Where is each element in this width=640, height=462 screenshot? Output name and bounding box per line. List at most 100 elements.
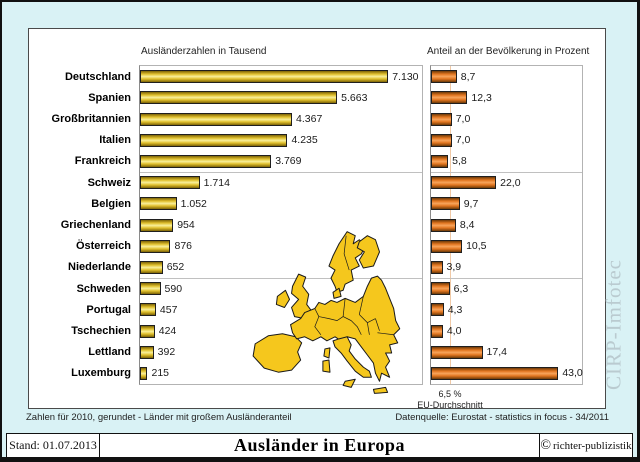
country-label: Italien — [99, 134, 131, 147]
bar-row: 7,0 — [431, 130, 582, 151]
europe-map — [252, 231, 401, 394]
country-label: Schweden — [76, 282, 131, 295]
bar-value-label: 215 — [151, 367, 170, 380]
bar-value-label: 590 — [164, 282, 183, 295]
bar-value-label: 5.663 — [341, 91, 368, 104]
bar-row: 8,4 — [431, 214, 582, 235]
bar-deutschland — [140, 70, 389, 84]
bar-griechenland — [431, 218, 456, 232]
bar-row: 4.367 — [140, 108, 422, 129]
footnote-source: Datenquelle: Eurostat - statistics in fo… — [395, 412, 609, 423]
footnote-data-note: Zahlen für 2010, gerundet - Länder mit g… — [26, 412, 292, 423]
group-separator — [431, 172, 582, 173]
bar-value-label: 7,0 — [455, 134, 471, 147]
bar-value-label: 9,7 — [463, 197, 479, 210]
bar-value-label: 6,3 — [453, 282, 469, 295]
right-chart-title: Anteil an der Bevölkerung in Prozent — [427, 46, 590, 57]
bar-luxemburg — [140, 366, 148, 380]
country-label: Spanien — [88, 91, 131, 104]
bar-row: 17,4 — [431, 342, 582, 363]
bar-belgien — [140, 197, 177, 211]
footer-date: Stand: 01.07.2013 — [7, 434, 100, 457]
bar-value-label: 954 — [177, 219, 195, 232]
bar-lettland — [140, 345, 154, 359]
page-title: Ausländer in Europa — [234, 435, 405, 455]
bar-row: 652 — [140, 257, 422, 278]
left-chart-title: Ausländerzahlen in Tausend — [141, 46, 267, 57]
map-sicily — [342, 378, 356, 388]
bar-row: 43,0 — [431, 363, 583, 384]
bar-schweden — [431, 282, 450, 296]
bar-österreich — [140, 239, 171, 253]
eu-average-label: EU-Durchschnitt — [417, 400, 483, 411]
bar-österreich — [431, 239, 463, 253]
bar-row: 7.130 — [140, 66, 422, 87]
country-label: Lettland — [88, 346, 131, 359]
bar-value-label: 12,3 — [471, 91, 492, 104]
eu-average-annotation: 6,5 % EU-Durchschnitt — [389, 389, 511, 412]
bar-value-label: 3.769 — [275, 155, 302, 168]
bar-value-label: 17,4 — [486, 346, 507, 359]
bar-row: 3,9 — [431, 257, 582, 278]
bar-row: 5,8 — [431, 151, 582, 172]
bar-schweiz — [431, 176, 497, 190]
bar-value-label: 5,8 — [452, 155, 467, 168]
bar-row: 1.714 — [140, 172, 422, 193]
bar-griechenland — [140, 218, 174, 232]
map-sardinia — [322, 359, 331, 373]
country-label: Tschechien — [71, 325, 131, 338]
bar-row: 3.769 — [140, 151, 422, 172]
bar-row: 8,7 — [431, 66, 582, 87]
country-label: Frankreich — [74, 155, 131, 168]
bar-value-label: 3,9 — [446, 261, 462, 274]
country-labels-column: Deutschland Spanien Großbritannien Italien F… — [29, 65, 135, 385]
country-label: Portugal — [86, 303, 131, 316]
bar-row: 4,0 — [431, 320, 582, 341]
bar-value-label: 22,0 — [500, 176, 521, 189]
bar-row: 215 — [140, 363, 422, 384]
map-denmark — [332, 287, 342, 299]
chart-panel: Ausländerzahlen in Tausend Anteil an der… — [28, 28, 606, 412]
bar-großbritannien — [431, 112, 452, 126]
bar-italien — [140, 133, 288, 147]
bar-row: 876 — [140, 236, 422, 257]
population-share-chart: 8,7 12,3 7,0 7,0 5,8 22,0 9,7 8,4 10,5 3,9 6,3 4,3 4… — [430, 65, 583, 385]
map-corsica — [323, 347, 331, 359]
bar-value-label: 8,7 — [460, 70, 476, 83]
bar-schweiz — [140, 176, 200, 190]
bar-row: 12,3 — [431, 87, 582, 108]
bar-schweden — [140, 282, 161, 296]
bar-row: 5.663 — [140, 87, 422, 108]
bar-value-label: 4.367 — [296, 113, 323, 125]
bar-value-label: 457 — [159, 303, 178, 316]
bar-belgien — [431, 197, 460, 211]
eu-average-value: 6,5 % — [438, 389, 462, 399]
map-finland — [356, 235, 381, 269]
bar-value-label: 652 — [166, 261, 185, 274]
bar-value-label: 1.052 — [180, 197, 207, 210]
group-separator — [140, 172, 422, 173]
bar-italien — [431, 133, 452, 147]
bar-spanien — [431, 91, 468, 105]
footer-bar: Stand: 01.07.2013 Ausländer in Europa © … — [6, 433, 633, 457]
bar-row: 10,5 — [431, 236, 582, 257]
bar-row: 457 — [140, 299, 422, 320]
bar-value-label: 392 — [157, 346, 176, 359]
foreigner-count-chart: 7.130 5.663 4.367 4.235 3.769 1.714 1.052 954 87… — [139, 65, 423, 385]
bar-row: 7,0 — [431, 108, 582, 129]
bar-niederlande — [140, 260, 163, 274]
map-iberia — [252, 333, 303, 373]
bar-lettland — [431, 345, 483, 359]
bar-deutschland — [431, 70, 457, 84]
copyright-text: richter-publizistik — [553, 439, 632, 452]
bar-value-label: 876 — [174, 240, 193, 253]
bar-value-label: 4,0 — [446, 325, 462, 338]
country-label: Belgien — [91, 197, 131, 210]
bar-row: 1.052 — [140, 193, 422, 214]
group-separator — [431, 278, 582, 279]
bar-row: 590 — [140, 278, 422, 299]
bar-row: 424 — [140, 320, 422, 341]
country-label: Deutschland — [64, 70, 131, 83]
bar-value-label: 4.235 — [291, 134, 318, 147]
